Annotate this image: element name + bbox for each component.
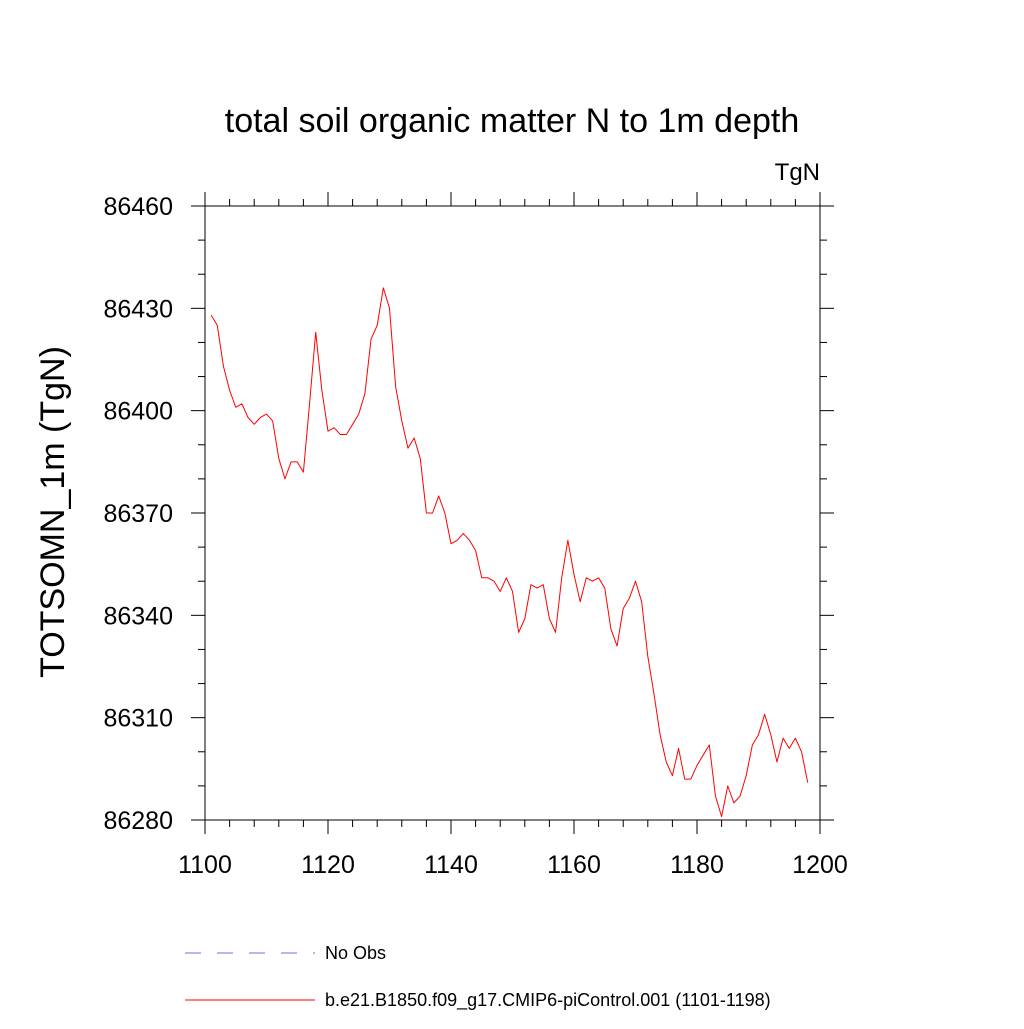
x-tick-label: 1140 xyxy=(424,851,478,879)
y-tick-label: 86310 xyxy=(103,705,173,733)
x-tick-label: 1180 xyxy=(670,851,724,879)
units-label: TgN xyxy=(775,159,820,186)
chart-title: total soil organic matter N to 1m depth xyxy=(225,102,800,140)
series-line-1 xyxy=(210,287,809,818)
plot-frame xyxy=(204,205,821,821)
legend-label-no-obs: No Obs xyxy=(325,943,386,963)
y-axis-label: TOTSOMN_1m (TgN) xyxy=(34,346,72,678)
x-tick-label: 1160 xyxy=(547,851,601,879)
y-tick-label: 86430 xyxy=(103,295,173,323)
x-tick-label: 1120 xyxy=(301,851,355,879)
ticks-layer: 1100 1120 1140 1160 1180 1200 86280 86310 86340 8… xyxy=(103,192,848,879)
y-tick-label: 86460 xyxy=(103,193,173,221)
y-tick-label: 86370 xyxy=(103,500,173,528)
x-tick-label: 1100 xyxy=(178,851,232,879)
x-tick-label: 1200 xyxy=(792,851,848,879)
legend-label-model-run: b.e21.B1850.f09_g17.CMIP6-piControl.001 … xyxy=(325,990,771,1011)
plot-layer xyxy=(210,287,809,818)
legend: No Obs b.e21.B1850.f09_g17.CMIP6-piContr… xyxy=(185,943,771,1011)
y-tick-label: 86280 xyxy=(103,807,173,835)
y-tick-label: 86400 xyxy=(103,398,173,426)
y-tick-label: 86340 xyxy=(103,602,173,630)
